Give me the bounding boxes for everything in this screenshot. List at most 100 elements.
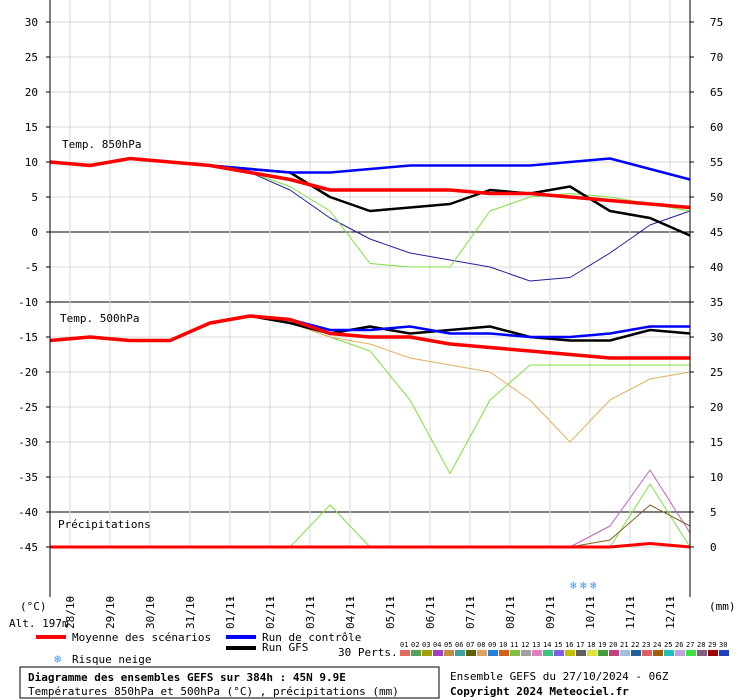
series-t850-mean xyxy=(49,156,691,210)
y-tick-label: 25 xyxy=(25,51,38,64)
x-tick-label: 10/11 xyxy=(584,596,597,629)
pert-number: 07 xyxy=(466,641,474,649)
pert-swatch xyxy=(543,650,553,656)
y-tick-label: -40 xyxy=(18,506,38,519)
pert-number: 18 xyxy=(587,641,595,649)
x-tick-label: 30/10 xyxy=(144,596,157,629)
y2-tick-label: 10 xyxy=(710,471,723,484)
x-tick-label: 08/11 xyxy=(504,596,517,629)
y2-tick-label: 25 xyxy=(710,366,723,379)
title-box xyxy=(19,666,440,699)
legend-mean-label: Moyenne des scénarios xyxy=(72,631,211,644)
pert-number: 27 xyxy=(686,641,694,649)
precip-panel-label: Précipitations xyxy=(58,518,151,531)
perturbation-legend: 01 02 03 04 05 06 07 08 09 10 11 12 13 14 15 16 17 18 19 20… xyxy=(400,641,729,656)
y-tick-label: -15 xyxy=(18,331,38,344)
x-tick-label: 29/10 xyxy=(104,596,117,629)
pert-swatch xyxy=(587,650,597,656)
pert-swatch xyxy=(521,650,531,656)
pert-swatch xyxy=(455,650,465,656)
y-tick-label: 5 xyxy=(31,191,38,204)
y2-tick-label: 30 xyxy=(710,331,723,344)
legend-gfs-label: Run GFS xyxy=(262,641,308,654)
pert-swatch xyxy=(466,650,476,656)
y-tick-label: -25 xyxy=(18,401,38,414)
y2-tick-label: 5 xyxy=(710,506,717,519)
pert-number: 20 xyxy=(609,641,617,649)
footer-copyright: Copyright 2024 Meteociel.fr xyxy=(450,685,629,698)
pert-swatch xyxy=(499,650,509,656)
pert-number: 02 xyxy=(411,641,419,649)
y2-tick-label: 70 xyxy=(710,51,723,64)
pert-swatch xyxy=(653,650,663,656)
pert-swatch xyxy=(598,650,608,656)
pert-number: 28 xyxy=(697,641,705,649)
pert-number: 10 xyxy=(499,641,507,649)
grid xyxy=(50,0,690,548)
pert-number: 11 xyxy=(510,641,518,649)
y2-tick-label: 60 xyxy=(710,121,723,134)
y2-tick-label: 40 xyxy=(710,261,723,274)
snowflake-icon: ❄ xyxy=(590,579,597,592)
x-tick-label: 28/10 xyxy=(64,596,77,629)
snowflake-icon: ❄ xyxy=(580,579,587,592)
pert-number: 06 xyxy=(455,641,463,649)
pert-swatch xyxy=(565,650,575,656)
y-tick-label: 0 xyxy=(31,226,38,239)
pert-number: 15 xyxy=(554,641,562,649)
pert-swatch xyxy=(708,650,718,656)
pert-swatch xyxy=(433,650,443,656)
series-layer xyxy=(49,156,691,549)
pert-number: 17 xyxy=(576,641,584,649)
pert-swatch xyxy=(675,650,685,656)
pert-number: 14 xyxy=(543,641,551,649)
pert-swatch xyxy=(576,650,586,656)
pert-swatch xyxy=(488,650,498,656)
pert-number: 19 xyxy=(598,641,606,649)
pert-swatch xyxy=(411,650,421,656)
pert-swatch xyxy=(477,650,487,656)
legend-control-label: Run de contrôle xyxy=(262,631,361,644)
y-tick-label: 15 xyxy=(25,121,38,134)
pert-swatch xyxy=(697,650,707,656)
pert-number: 24 xyxy=(653,641,661,649)
chart-title: Diagramme des ensembles GEFS sur 384h : … xyxy=(28,671,346,684)
pert-swatch xyxy=(631,650,641,656)
series-t500-mean xyxy=(49,314,690,360)
chart-subtitle: Températures 850hPa et 500hPa (°C) , pré… xyxy=(28,685,399,698)
legend: Moyenne des scénarios Run de contrôle Ru… xyxy=(36,631,729,666)
y-tick-label: -45 xyxy=(18,541,38,554)
pert-swatch xyxy=(532,650,542,656)
pert-swatch xyxy=(422,650,432,656)
pert-swatch xyxy=(444,650,454,656)
pert-swatch xyxy=(400,650,410,656)
legend-snow-label: Risque neige xyxy=(72,653,151,666)
y2-tick-label: 45 xyxy=(710,226,723,239)
y2-tick-label: 15 xyxy=(710,436,723,449)
x-tick-label: 07/11 xyxy=(464,596,477,629)
pert-number: 04 xyxy=(433,641,441,649)
pert-number: 30 xyxy=(719,641,727,649)
pert-number: 25 xyxy=(664,641,672,649)
snowflake-icon: ❄ xyxy=(570,579,577,592)
pert-swatch xyxy=(620,650,630,656)
pert-swatch xyxy=(686,650,696,656)
x-tick-label: 09/11 xyxy=(544,596,557,629)
pert-number: 26 xyxy=(675,641,683,649)
y2-tick-label: 55 xyxy=(710,156,723,169)
footer-ensemble-run: Ensemble GEFS du 27/10/2024 - 06Z xyxy=(450,670,669,683)
pert-swatch xyxy=(510,650,520,656)
x-tick-label: 06/11 xyxy=(424,596,437,629)
y-tick-label: -10 xyxy=(18,296,38,309)
pert-number: 08 xyxy=(477,641,485,649)
pert-swatch xyxy=(664,650,674,656)
pert-number: 03 xyxy=(422,641,430,649)
x-tick-label: 05/11 xyxy=(384,596,397,629)
y-tick-label: 10 xyxy=(25,156,38,169)
snow-risk-markers: ❄ ❄ ❄ xyxy=(570,579,597,592)
y-tick-label: -35 xyxy=(18,471,38,484)
x-tick-label: 02/11 xyxy=(264,596,277,629)
x-tick-label: 04/11 xyxy=(344,596,357,629)
pert-number: 05 xyxy=(444,641,452,649)
t850-panel-label: Temp. 850hPa xyxy=(62,138,141,151)
